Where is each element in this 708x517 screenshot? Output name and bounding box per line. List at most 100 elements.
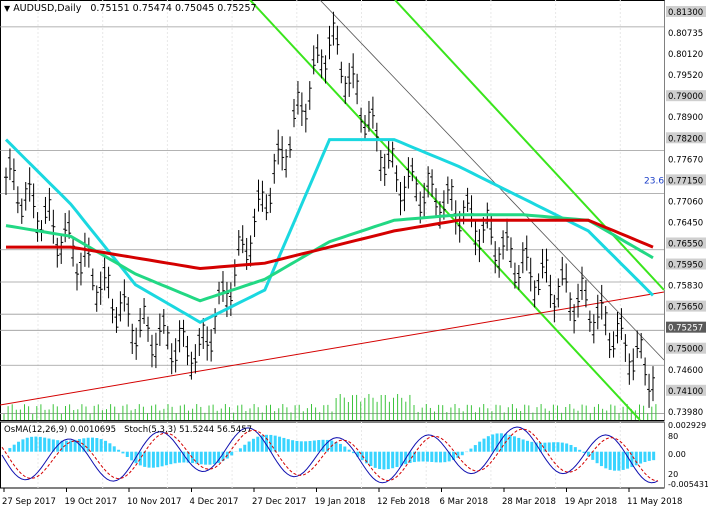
collapse-triangle-icon[interactable]: ▼	[4, 4, 10, 13]
osma-bar	[570, 445, 573, 452]
indicator-axis-label: 80	[668, 432, 678, 441]
osma-bar	[483, 439, 486, 452]
osma-bar	[169, 452, 172, 464]
osma-bar	[148, 452, 151, 468]
osma-bar	[604, 452, 607, 469]
osma-bar	[156, 452, 159, 468]
indicator-axis-label: 0.002929	[668, 421, 706, 430]
osma-bar	[561, 443, 564, 452]
osma-bar	[374, 452, 377, 468]
indicator-axis-label: 0.00	[668, 450, 686, 459]
osma-bar	[104, 441, 107, 452]
osma-bar	[48, 439, 51, 452]
osma-bar	[69, 440, 72, 451]
chart-title: ▼ AUDUSD,Daily 0.75151 0.75474 0.75045 0…	[4, 3, 257, 14]
osma-bar	[426, 452, 429, 462]
osma-bar	[43, 438, 46, 452]
price-axis-label: 0.74600	[668, 366, 703, 376]
osma-bar	[91, 438, 94, 452]
price-axis-label: 0.74100	[668, 387, 703, 397]
osma-bar	[17, 442, 20, 452]
osma-bar	[117, 450, 120, 452]
osma-bar	[113, 446, 116, 451]
osma-bar	[565, 443, 568, 451]
price-axis-label: 0.77150	[668, 176, 703, 186]
osma-bar	[578, 450, 581, 452]
osma-bar	[574, 447, 577, 452]
price-axis-label: 0.75000	[668, 345, 703, 355]
osma-bar	[143, 452, 146, 467]
osma-bar	[500, 433, 503, 451]
osma-bar	[178, 452, 181, 463]
osma-bar	[348, 450, 351, 452]
indicator-axis-label: 20	[668, 470, 678, 479]
osma-bar	[613, 452, 616, 471]
osma-bar	[95, 438, 98, 452]
osma-bar	[496, 433, 499, 451]
price-axis-label: 0.78900	[668, 113, 703, 123]
osma-bar	[313, 441, 316, 452]
date-axis-label: 19 Apr 2018	[565, 497, 618, 507]
osma-bar	[300, 441, 303, 451]
osma-bar	[517, 438, 520, 452]
osma-bar	[422, 452, 425, 462]
osma-bar	[161, 452, 164, 467]
price-axis-label: 0.76550	[668, 239, 703, 249]
osma-bar	[208, 452, 211, 465]
price-axis-label: 0.76450	[668, 218, 703, 228]
ohlc-values: 0.75151 0.75474 0.75045 0.75257	[90, 3, 256, 14]
current-price-label: 0.75257	[668, 324, 703, 334]
osma-bar	[282, 438, 285, 452]
date-axis-label: 27 Sep 2017	[2, 497, 56, 507]
osma-bar	[26, 438, 29, 452]
osma-bar	[639, 452, 642, 464]
osma-bar	[552, 442, 555, 451]
osma-bar	[513, 436, 516, 451]
osma-bar	[274, 436, 277, 452]
osma-bar	[391, 452, 394, 469]
osma-bar	[317, 440, 320, 452]
osma-bar	[139, 452, 142, 466]
osma-bar	[643, 452, 646, 462]
indicator-label: OsMA(12,26,9) 0.0010695 Stoch(5,3,3) 51.…	[4, 425, 252, 435]
osma-bar	[430, 452, 433, 462]
osma-bar	[487, 436, 490, 452]
osma-bar	[439, 452, 442, 463]
price-axis-label: 0.75650	[668, 303, 703, 313]
osma-bar	[213, 452, 216, 464]
osma-bar	[526, 441, 529, 452]
osma-bar	[491, 434, 494, 451]
osma-bar	[339, 444, 342, 452]
osma-bar	[39, 437, 42, 452]
osma-bar	[591, 452, 594, 460]
osma-bar	[622, 452, 625, 470]
osma-bar	[469, 449, 472, 452]
osma-bar	[369, 452, 372, 466]
symbol-timeframe: AUDUSD,Daily	[13, 3, 81, 14]
osma-bar	[343, 447, 346, 452]
osma-bar	[474, 445, 477, 452]
osma-bar	[21, 439, 24, 451]
osma-bar	[121, 452, 124, 454]
price-axis-label: 0.77670	[668, 155, 703, 165]
osma-bar	[239, 448, 242, 451]
price-axis-label: 0.77060	[668, 197, 703, 207]
date-axis-label: 19 Jan 2018	[315, 497, 366, 507]
osma-bar	[278, 437, 281, 452]
osma-bar	[382, 452, 385, 470]
osma-bar	[152, 452, 155, 468]
price-axis-label: 0.73980	[668, 408, 703, 418]
date-axis-label: 11 May 2018	[627, 497, 682, 507]
date-axis-label: 6 Mar 2018	[440, 497, 488, 507]
osma-bar	[13, 445, 16, 452]
osma-bar	[556, 442, 559, 451]
price-axis-label: 0.81300	[668, 8, 703, 18]
osma-bar	[126, 452, 129, 457]
osma-bar	[256, 437, 259, 452]
indicator-axis-label: -0.005431	[668, 480, 708, 489]
price-axis-label: 0.79000	[668, 92, 703, 102]
osma-bar	[435, 452, 438, 463]
osma-bar	[648, 452, 651, 461]
